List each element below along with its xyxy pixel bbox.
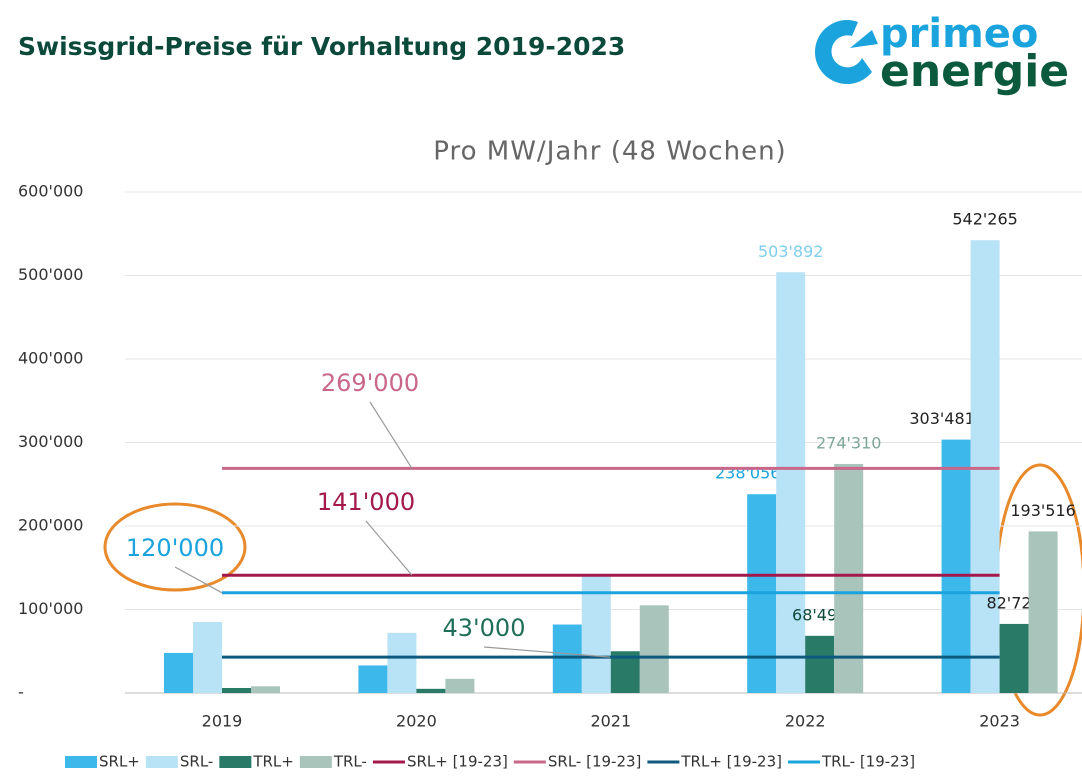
data-label: 303'481 [909, 409, 974, 428]
bar [552, 624, 582, 693]
legend-label: TRL- [333, 753, 367, 771]
bar [805, 635, 835, 693]
bar [251, 686, 280, 693]
logo-text: primeo [880, 11, 1038, 57]
chart-title: Swissgrid-Preise für Vorhaltung 2019-202… [18, 32, 625, 61]
leader-line [369, 401, 413, 469]
data-label: 82'726 [986, 593, 1041, 612]
bar [1028, 531, 1058, 693]
highlight [103, 502, 247, 592]
logo-icon [814, 20, 872, 85]
data-label: 542'265 [952, 210, 1017, 229]
bar [222, 687, 251, 693]
chart-subtitle: Pro MW/Jahr (48 Wochen) [433, 137, 786, 167]
x-tick-label: 2023 [979, 712, 1020, 731]
data-label: 68'490 [792, 605, 847, 624]
leader-line [174, 566, 223, 594]
legend-swatch [219, 756, 252, 768]
bar [358, 665, 388, 693]
x-tick-label: 2022 [785, 712, 826, 731]
annotation: 120'000 [126, 534, 224, 562]
y-tick-label: 300'000 [18, 432, 83, 451]
legend-label: SRL- [19-23] [548, 753, 642, 771]
bar [416, 688, 446, 693]
bar [776, 272, 806, 693]
y-tick-label: 100'000 [18, 599, 83, 618]
leader-line [365, 520, 413, 576]
bar [834, 463, 864, 693]
data-label: 503'892 [758, 242, 823, 261]
bar [445, 678, 475, 693]
x-tick-label: 2019 [202, 712, 243, 731]
annotation: 269'000 [321, 369, 419, 397]
legend-swatch [65, 756, 97, 768]
legend-label: SRL+ [99, 753, 140, 771]
x-tick-label: 2021 [590, 712, 631, 731]
annotation: 141'000 [317, 488, 415, 516]
legend-label: SRL- [180, 753, 213, 771]
annotation: 43'000 [443, 614, 526, 642]
legend-swatch [145, 756, 178, 768]
y-tick-label: - [18, 683, 24, 702]
x-tick-label: 2020 [396, 712, 437, 731]
bar [941, 439, 971, 693]
y-tick-label: 500'000 [18, 265, 83, 284]
bar [193, 622, 222, 693]
legend-label: TRL- [19-23] [821, 753, 915, 771]
logo: primeo energie [814, 11, 1069, 97]
legend-label: SRL+ [19-23] [407, 753, 508, 771]
data-label: 193'516 [1010, 501, 1075, 520]
y-tick-label: 200'000 [18, 516, 83, 535]
bar [581, 576, 611, 693]
bar [639, 605, 669, 693]
y-tick-label: 600'000 [18, 182, 83, 201]
logo-icon [850, 30, 878, 48]
legend-swatch [299, 756, 332, 768]
data-label: 238'056 [715, 464, 780, 483]
logo-text: energie [880, 46, 1069, 97]
legend-label: TRL+ [19-23] [680, 753, 782, 771]
bar [387, 632, 417, 693]
bar [164, 652, 193, 693]
bar [999, 623, 1029, 693]
bar [970, 240, 1000, 693]
data-label: 274'310 [816, 433, 881, 452]
legend-label: TRL+ [252, 753, 294, 771]
y-tick-label: 400'000 [18, 349, 83, 368]
leader-line [483, 646, 611, 658]
